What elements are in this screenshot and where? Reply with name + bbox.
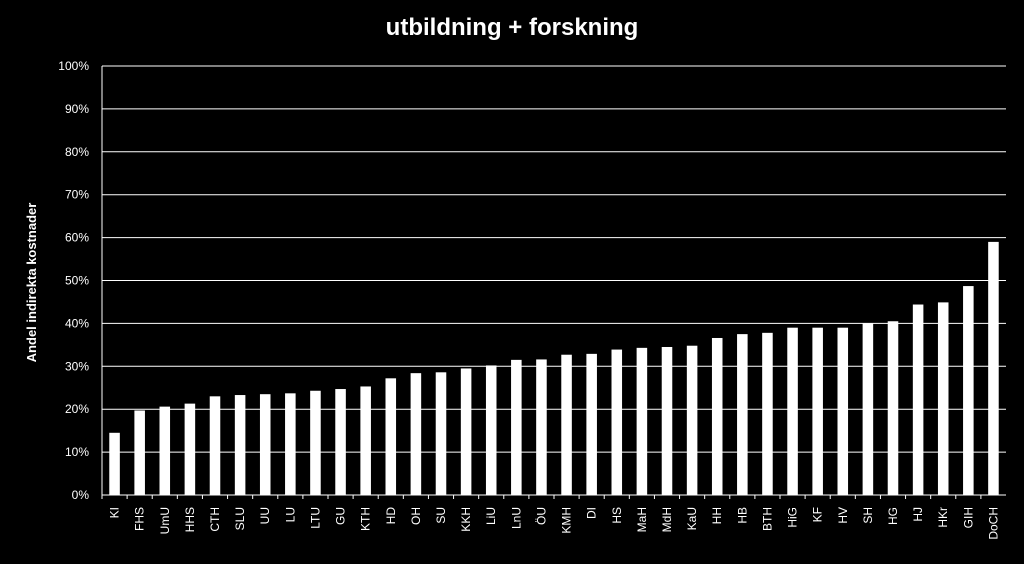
x-tick-label: SU xyxy=(434,507,448,524)
y-tick-label: 90% xyxy=(65,102,89,116)
x-tick-label: FHS xyxy=(133,507,147,531)
bar-HHS xyxy=(184,403,196,495)
y-tick-label: 70% xyxy=(65,188,89,202)
bar-KMH xyxy=(561,354,572,495)
x-tick-label: HiG xyxy=(786,507,800,528)
x-tick-label: OH xyxy=(409,507,423,525)
x-tick-label: BTH xyxy=(760,507,774,531)
bar-UU xyxy=(259,394,271,495)
bar-DI xyxy=(586,353,597,495)
x-tick-label: ÖU xyxy=(534,507,548,525)
bar-SU xyxy=(435,372,447,495)
bar-SLU xyxy=(234,395,246,495)
bar-HB xyxy=(737,334,748,495)
x-tick-label: UU xyxy=(258,507,272,524)
grid-lines xyxy=(102,65,1006,453)
y-tick-label: 60% xyxy=(65,231,89,245)
y-tick-label: 80% xyxy=(65,145,89,159)
y-tick-label: 40% xyxy=(65,316,89,330)
y-axis-title: Andel indirekta kostnader xyxy=(24,203,39,363)
bar-HS xyxy=(611,349,623,495)
bar-HJ xyxy=(912,304,924,495)
x-tick-label: HV xyxy=(836,507,850,524)
bar-MaH xyxy=(636,347,648,495)
x-tick-label: MaH xyxy=(635,507,649,532)
y-tick-label: 20% xyxy=(65,402,89,416)
x-tick-label: HKr xyxy=(936,507,950,528)
bar-CTH xyxy=(209,396,221,495)
bar-LU xyxy=(285,393,296,495)
bar-FHS xyxy=(134,410,145,495)
x-tick-label: HS xyxy=(610,507,624,524)
x-tick-label: KTH xyxy=(359,507,373,531)
bar-UmU xyxy=(159,406,171,495)
x-tick-label: HD xyxy=(384,507,398,525)
labels: 0% 10% 20% 30% 40% 50% 60% 70% 80% 90% 100% KI FHS Um… xyxy=(24,59,1000,540)
x-tick-label: SH xyxy=(861,507,875,524)
x-tick-label: CTH xyxy=(208,507,222,532)
bar-GU xyxy=(335,389,346,495)
bar-KaU xyxy=(686,345,698,495)
y-tick-label: 0% xyxy=(72,488,90,502)
x-tick-label: KaU xyxy=(685,507,699,530)
y-tick-label: 100% xyxy=(58,59,89,73)
y-tick-label: 50% xyxy=(65,274,89,288)
bar-HD xyxy=(385,378,397,495)
x-tick-label: LiU xyxy=(484,507,498,525)
bar-OH xyxy=(410,373,422,495)
bar-HV xyxy=(837,327,849,495)
x-tick-label: HG xyxy=(886,507,900,525)
x-tick-label: HH xyxy=(710,507,724,524)
bar-GIH xyxy=(963,286,974,495)
bar-HH xyxy=(711,337,723,495)
bar-MdH xyxy=(661,346,673,495)
bar-KI xyxy=(109,432,120,495)
x-tick-label: DoCH xyxy=(986,507,1000,540)
bar-ÖU xyxy=(536,359,547,495)
x-tick-label: LU xyxy=(283,507,297,522)
x-tick-label: KI xyxy=(108,507,122,518)
bar-KF xyxy=(812,327,823,495)
x-tick-label: HJ xyxy=(911,507,925,522)
x-tick-label: UmU xyxy=(158,507,172,534)
x-tick-label: SLU xyxy=(233,507,247,530)
x-tick-label: KKH xyxy=(459,507,473,532)
y-tick-label: 30% xyxy=(65,359,89,373)
bar-SH xyxy=(862,323,874,495)
x-tick-label: MdH xyxy=(660,507,674,532)
x-tick-label: HB xyxy=(735,507,749,524)
bar-KTH xyxy=(360,386,371,495)
bar-DoCH xyxy=(988,241,999,495)
bar-LiU xyxy=(485,365,497,495)
bar-KKH xyxy=(460,368,472,495)
x-tick-label: KMH xyxy=(560,507,574,534)
chart-title: utbildning + forskning xyxy=(385,14,639,41)
bar-LnU xyxy=(511,359,522,495)
bar-BTH xyxy=(762,332,773,495)
axes xyxy=(101,66,1006,499)
bar-HG xyxy=(887,321,899,495)
x-tick-label: KF xyxy=(811,507,825,522)
x-tick-label: GU xyxy=(334,507,348,525)
x-tick-label: HHS xyxy=(183,507,197,532)
x-tick-label: GIH xyxy=(961,507,975,528)
x-tick-label: LTU xyxy=(308,507,322,529)
bar-HiG xyxy=(787,327,798,495)
y-tick-label: 10% xyxy=(65,445,89,459)
bar-LTU xyxy=(310,390,321,495)
x-tick-label: DI xyxy=(585,507,599,519)
bar-HKr xyxy=(937,302,949,495)
bars xyxy=(109,241,999,495)
x-tick-label: LnU xyxy=(509,507,523,529)
